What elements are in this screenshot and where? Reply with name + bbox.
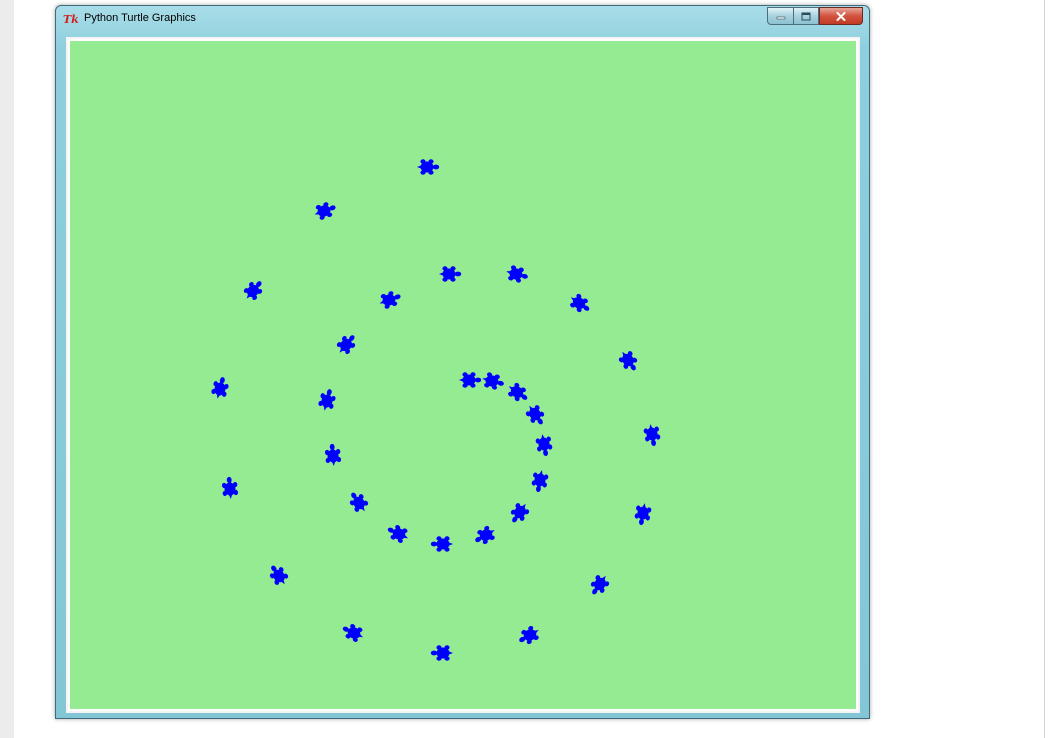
turtle-icon [430,645,453,661]
page-right-divider [1044,0,1045,738]
turtle-icon [531,470,549,493]
turtle-canvas[interactable] [70,41,856,709]
svg-text:Tk: Tk [63,13,79,26]
turtle-icon [336,335,356,355]
turtle-icon [314,202,336,220]
turtle-icon [618,351,638,371]
turtle-icon [269,565,289,585]
turtle-icon [525,405,545,425]
turtle-graphics-window: Tk Python Turtle Graphics [55,5,870,719]
minimize-button[interactable] [767,7,793,25]
turtle-icon [590,575,610,595]
turtle-icon [506,265,528,283]
maximize-button[interactable] [793,7,819,25]
turtle-icon [211,377,229,399]
close-button[interactable] [819,7,863,25]
turtle-icon [243,281,263,301]
turtle-icon [417,159,440,175]
turtle-icon [482,372,504,390]
title-bar[interactable]: Tk Python Turtle Graphics [56,6,869,36]
maximize-icon [801,12,811,20]
turtle-icon [221,476,239,499]
close-icon [836,11,846,21]
canvas-frame [66,37,860,713]
turtle-icon [379,291,401,309]
turtle-icon [387,525,409,543]
tk-feather-icon: Tk [63,13,79,26]
turtle-icon [634,503,652,526]
turtle-icon [439,266,462,282]
turtle-icon [349,492,369,512]
turtle-icon [510,503,530,523]
turtle-icon [519,625,539,645]
caption-buttons [767,7,863,26]
turtle-icon [535,434,553,457]
turtle-icon [324,443,342,466]
page-left-margin [0,0,14,738]
turtle-icon [342,624,364,642]
turtle-icon [570,293,590,313]
turtle-icon [318,389,336,411]
turtle-stamps-layer [211,159,661,661]
turtle-icon [430,536,453,552]
window-title: Python Turtle Graphics [84,12,196,24]
turtle-icon [508,382,528,402]
turtle-icon [643,424,661,447]
turtle-icon [475,525,495,545]
turtle-icon [459,372,482,388]
minimize-icon [776,16,785,20]
